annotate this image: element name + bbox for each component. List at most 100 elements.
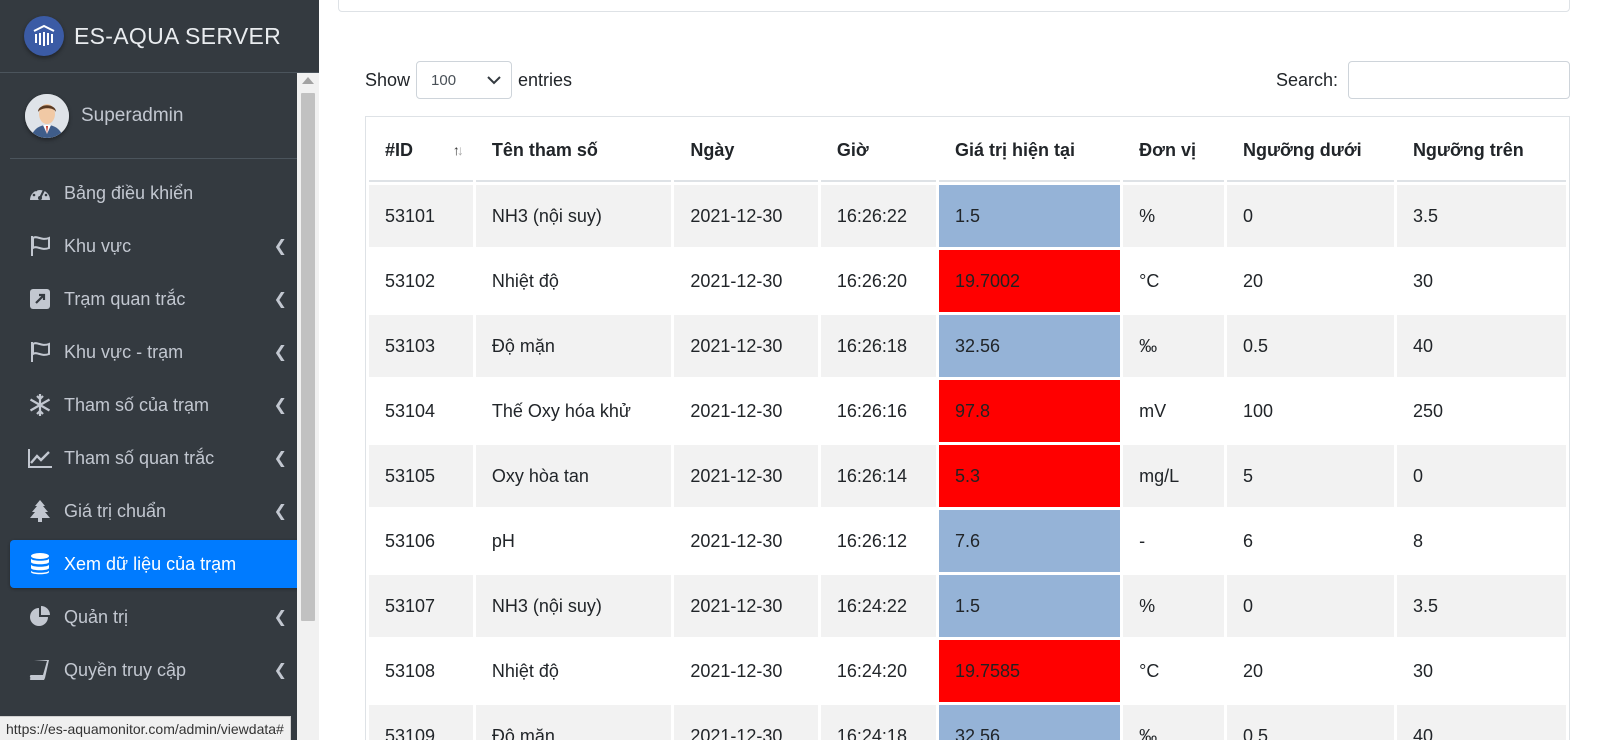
header-label: Ngày <box>690 139 735 160</box>
sidebar-item-tham-so-quan-trac[interactable]: Tham số quan trắc ❮ <box>10 434 309 482</box>
entries-select[interactable]: 100 <box>416 61 513 99</box>
sidebar-item-quan-tri[interactable]: Quản trị ❮ <box>10 593 309 641</box>
cell-high: 250 <box>1396 380 1566 442</box>
cell-high: 40 <box>1396 315 1566 377</box>
flag-icon <box>26 338 54 366</box>
sidebar-item-xem-du-lieu[interactable]: Xem dữ liệu của trạm <box>10 540 309 588</box>
cell-unit: - <box>1123 510 1224 572</box>
cell-unit: mV <box>1123 380 1224 442</box>
line-chart-icon <box>26 444 54 472</box>
table-row: 53105 Oxy hòa tan 2021-12-30 16:26:14 5.3 mg/… <box>369 445 1566 507</box>
header-lower-threshold[interactable]: Ngưỡng dưới <box>1226 120 1394 182</box>
sidebar-item-quyen-truy-cap[interactable]: Quyền truy cập ❮ <box>10 646 309 694</box>
table-header-row: #ID ↑↓ Tên tham số Ngày Giờ Giá trị hiện … <box>369 120 1566 182</box>
cell-date: 2021-12-30 <box>674 640 818 702</box>
cell-time: 16:26:22 <box>820 185 936 247</box>
table-controls: Show 100 entries Search: <box>365 60 1570 100</box>
cell-date: 2021-12-30 <box>674 185 818 247</box>
sidebar-scrollbar[interactable] <box>297 73 319 740</box>
cell-high: 40 <box>1396 705 1566 740</box>
header-label: Ngưỡng dưới <box>1242 139 1362 160</box>
user-panel[interactable]: Superadmin <box>10 73 309 159</box>
cell-value: 1.5 <box>938 185 1121 247</box>
cell-id: 53109 <box>369 705 473 740</box>
sidebar-item-tham-so-cua-tram[interactable]: Tham số của trạm ❮ <box>10 381 309 429</box>
cell-id: 53107 <box>369 575 473 637</box>
header-time[interactable]: Giờ <box>820 120 936 182</box>
browser-status-bar: https://es-aquamonitor.com/admin/viewdat… <box>0 716 291 740</box>
sidebar-item-label: Khu vực - trạm <box>64 341 184 362</box>
status-url: https://es-aquamonitor.com/admin/viewdat… <box>6 720 284 737</box>
entries-label: entries <box>518 69 573 90</box>
scroll-up-arrow-icon[interactable] <box>302 77 314 84</box>
search-control: Search: <box>1276 60 1570 100</box>
cell-time: 16:24:18 <box>820 705 936 740</box>
header-upper-threshold[interactable]: Ngưỡng trên <box>1396 120 1566 182</box>
sidebar-item-label: Bảng điều khiển <box>64 182 194 203</box>
brand-title: ES-AQUA SERVER <box>74 22 282 49</box>
entries-length-control: Show 100 entries <box>365 60 572 100</box>
pie-chart-icon <box>26 603 54 631</box>
entries-select-value: 100 <box>431 71 457 89</box>
sidebar-item-khu-vuc[interactable]: Khu vực ❮ <box>10 222 309 270</box>
cell-unit: °C <box>1123 640 1224 702</box>
cell-date: 2021-12-30 <box>674 380 818 442</box>
sidebar-item-label: Quản trị <box>64 606 129 627</box>
cell-id: 53101 <box>369 185 473 247</box>
cell-date: 2021-12-30 <box>674 315 818 377</box>
cell-low: 0.5 <box>1226 315 1394 377</box>
main-content: Show 100 entries Search: #ID ↑↓ Tên <box>319 0 1600 740</box>
sidebar-item-dashboard[interactable]: Bảng điều khiển <box>10 169 309 217</box>
chevron-left-icon: ❮ <box>273 503 287 520</box>
table-row: 53104 Thế Oxy hóa khử 2021-12-30 16:26:16 97… <box>369 380 1566 442</box>
scrollbar-thumb[interactable] <box>301 93 315 621</box>
cell-name: Oxy hòa tan <box>475 445 672 507</box>
brand-logo-icon <box>24 16 64 56</box>
cell-name: NH3 (nội suy) <box>475 575 672 637</box>
cell-value: 32.56 <box>938 705 1121 740</box>
cell-value: 1.5 <box>938 575 1121 637</box>
cell-time: 16:24:22 <box>820 575 936 637</box>
table-row: 53101 NH3 (nội suy) 2021-12-30 16:26:22 1.5%… <box>369 185 1566 247</box>
cell-high: 8 <box>1396 510 1566 572</box>
sidebar-item-gia-tri-chuan[interactable]: Giá trị chuẩn ❮ <box>10 487 309 535</box>
cell-id: 53108 <box>369 640 473 702</box>
search-input[interactable] <box>1348 61 1570 99</box>
brand[interactable]: ES-AQUA SERVER <box>0 0 319 73</box>
table-body: 53101 NH3 (nội suy) 2021-12-30 16:26:22 1.5%… <box>369 185 1566 740</box>
cell-low: 0 <box>1226 185 1394 247</box>
cell-name: NH3 (nội suy) <box>475 185 672 247</box>
cell-high: 30 <box>1396 640 1566 702</box>
header-label: Ngưỡng trên <box>1412 139 1524 160</box>
sidebar-item-label: Tham số của trạm <box>64 394 210 415</box>
show-label: Show <box>365 69 411 90</box>
header-name[interactable]: Tên tham số <box>475 120 672 182</box>
table-row: 53109 Độ mặn 2021-12-30 16:24:18 32.56 ‰ 0.5 40 <box>369 705 1566 740</box>
chevron-left-icon: ❮ <box>273 450 287 467</box>
cell-high: 30 <box>1396 250 1566 312</box>
snowflake-icon <box>26 391 54 419</box>
header-current-value[interactable]: Giá trị hiện tại <box>938 120 1121 182</box>
database-icon <box>26 550 54 578</box>
sidebar-item-label: Khu vực <box>64 235 132 256</box>
sidebar-item-label: Trạm quan trắc <box>64 288 186 309</box>
cell-date: 2021-12-30 <box>674 510 818 572</box>
chevron-left-icon: ❮ <box>273 238 287 255</box>
sidebar-item-label: Giá trị chuẩn <box>64 500 167 521</box>
cell-value: 32.56 <box>938 315 1121 377</box>
cell-date: 2021-12-30 <box>674 575 818 637</box>
sidebar: ES-AQUA SERVER Superadmin Bảng điều khiể… <box>0 0 319 740</box>
chevron-left-icon: ❮ <box>273 397 287 414</box>
cell-high: 0 <box>1396 445 1566 507</box>
header-date[interactable]: Ngày <box>674 120 818 182</box>
header-id[interactable]: #ID ↑↓ <box>369 120 473 182</box>
cell-name: pH <box>475 510 672 572</box>
chevron-left-icon: ❮ <box>273 609 287 626</box>
data-table-container: #ID ↑↓ Tên tham số Ngày Giờ Giá trị hiện … <box>365 116 1570 740</box>
header-unit[interactable]: Đơn vị <box>1123 120 1224 182</box>
sidebar-item-khu-vuc-tram[interactable]: Khu vực - trạm ❮ <box>10 328 309 376</box>
table-row: 53102 Nhiệt độ 2021-12-30 16:26:20 19.7002 °C… <box>369 250 1566 312</box>
sidebar-item-tram-quan-trac[interactable]: Trạm quan trắc ❮ <box>10 275 309 323</box>
sort-asc-icon: ↑↓ <box>452 142 464 158</box>
cell-value: 7.6 <box>938 510 1121 572</box>
